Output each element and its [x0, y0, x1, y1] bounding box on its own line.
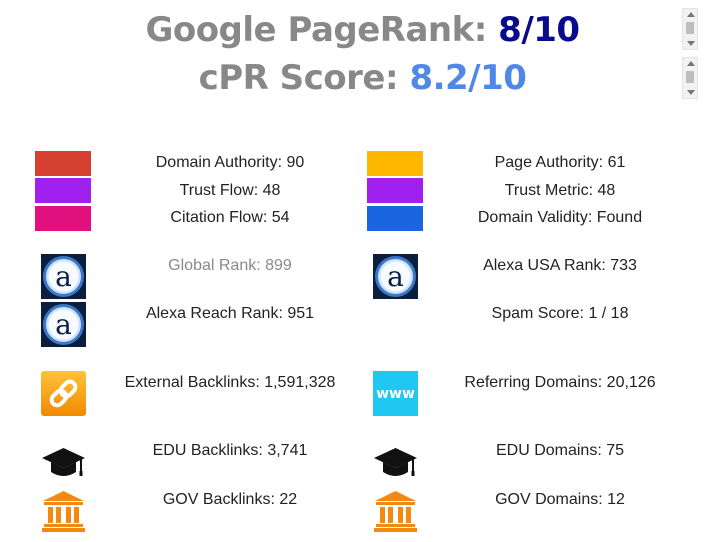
pagerank-heading: Google PageRank: 8/10	[0, 10, 725, 50]
cpr-value: 8.2/10	[409, 58, 527, 98]
page-authority-text: Page Authority: 61	[494, 154, 626, 171]
spam-score-text: Spam Score: 1 / 18	[491, 305, 629, 322]
www-icon: www	[373, 371, 418, 416]
pagerank-value: 8/10	[498, 10, 580, 50]
gov-domains-text: GOV Domains: 12	[495, 491, 625, 508]
edu-domains-text: EDU Domains: 75	[495, 442, 625, 459]
edu-backlinks-text: EDU Backlinks: 3,741	[152, 442, 308, 459]
government-building-icon	[373, 488, 418, 533]
citation-flow-text: Citation Flow: 54	[170, 209, 290, 226]
www-icon-text: www	[376, 385, 415, 402]
domain-authority-swatch	[35, 151, 91, 176]
cpr-heading: cPR Score: 8.2/10	[0, 58, 725, 98]
svg-text:a: a	[55, 260, 72, 293]
pagerank-scrollbar[interactable]	[682, 8, 698, 50]
alexa-icon: a	[41, 302, 86, 347]
trust-metric-swatch	[367, 178, 423, 203]
cpr-label: cPR Score:	[198, 58, 410, 98]
alexa-reach-rank-text: Alexa Reach Rank: 951	[145, 305, 315, 322]
scroll-up-arrow[interactable]	[687, 12, 695, 17]
citation-flow-swatch	[35, 206, 91, 231]
link-icon	[41, 371, 86, 416]
pagerank-label: Google PageRank:	[145, 10, 499, 50]
trust-flow-swatch	[35, 178, 91, 203]
scroll-down-arrow[interactable]	[687, 41, 695, 46]
alexa-usa-rank-text: Alexa USA Rank: 733	[483, 257, 637, 274]
gov-backlinks-text: GOV Backlinks: 22	[162, 491, 298, 508]
scroll-thumb[interactable]	[686, 22, 694, 34]
domain-authority-text: Domain Authority: 90	[155, 154, 305, 171]
government-building-icon	[41, 488, 86, 533]
domain-validity-text: Domain Validity: Found	[477, 209, 643, 226]
graduation-cap-icon	[41, 442, 86, 487]
svg-text:a: a	[387, 260, 404, 293]
global-rank-text: Global Rank: 899	[168, 257, 292, 274]
external-backlinks-text: External Backlinks: 1,591,328	[124, 374, 336, 391]
scroll-down-arrow[interactable]	[687, 90, 695, 95]
trust-metric-text: Trust Metric: 48	[504, 182, 616, 199]
trust-flow-text: Trust Flow: 48	[179, 182, 281, 199]
page-authority-swatch	[367, 151, 423, 176]
graduation-cap-icon	[373, 442, 418, 487]
cpr-scrollbar[interactable]	[682, 57, 698, 99]
alexa-icon: a	[41, 254, 86, 299]
referring-domains-text: Referring Domains: 20,126	[464, 374, 656, 391]
scroll-thumb[interactable]	[686, 71, 694, 83]
svg-text:a: a	[55, 308, 72, 341]
alexa-icon: a	[373, 254, 418, 299]
scroll-up-arrow[interactable]	[687, 61, 695, 66]
domain-validity-swatch	[367, 206, 423, 231]
